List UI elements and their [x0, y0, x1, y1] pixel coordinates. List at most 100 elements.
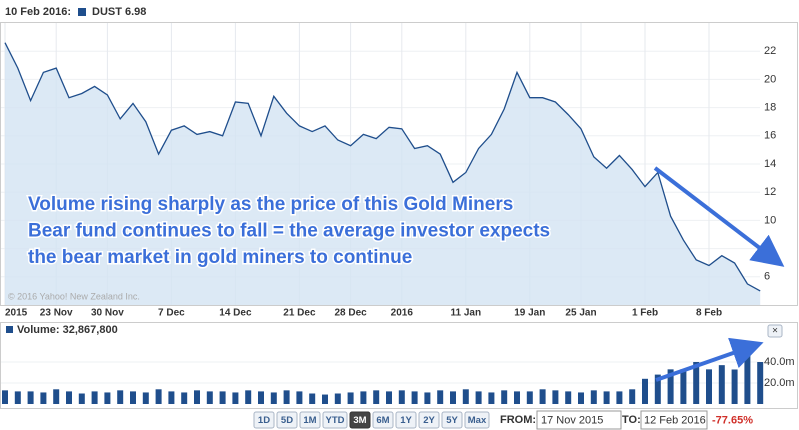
volume-bar	[565, 391, 572, 404]
y-tick-label: 16	[764, 130, 776, 142]
volume-swatch	[6, 326, 13, 333]
x-tick-label: 8 Feb	[696, 308, 722, 319]
range-label[interactable]: 5Y	[446, 415, 458, 426]
range-label[interactable]: Max	[468, 415, 487, 426]
volume-bar	[360, 391, 367, 404]
volume-bar	[194, 390, 200, 404]
volume-bar	[706, 369, 712, 404]
volume-bar	[629, 389, 636, 404]
range-button[interactable]	[253, 411, 275, 429]
y-tick-label: 20.0m	[764, 377, 795, 389]
to-input[interactable]	[640, 410, 708, 430]
range-button[interactable]	[395, 411, 417, 429]
annotation: Volume rising sharply as the price of th…	[28, 194, 513, 215]
volume-bar	[283, 390, 290, 404]
arrow	[653, 166, 785, 267]
x-tick-label: 14 Dec	[219, 308, 252, 319]
from-label: FROM:	[500, 414, 536, 426]
legend-entry: DUST 6.98	[92, 6, 146, 18]
from-input[interactable]	[536, 410, 622, 430]
volume-bar	[693, 362, 700, 404]
marks	[2, 42, 764, 404]
volume-bar	[731, 369, 738, 404]
volume-bar	[654, 374, 661, 404]
to-value[interactable]: 12 Feb 2016	[644, 414, 706, 426]
volume-bar	[309, 393, 316, 404]
range-button[interactable]	[464, 411, 490, 429]
volume-bar	[206, 391, 213, 404]
x-tick-label: 1 Feb	[632, 308, 658, 319]
range-button[interactable]	[441, 411, 463, 429]
range-button[interactable]	[299, 411, 321, 429]
x-tick-label: 28 Dec	[334, 308, 367, 319]
volume-bar	[91, 391, 98, 404]
volume-bar	[104, 392, 111, 404]
controls: 1D 5D 1M YTD 3M 6M 1Y 2Y 5Y Max FROM: 17 Nov 2015 TO…	[253, 410, 753, 430]
range-button[interactable]	[322, 411, 348, 429]
volume-bar	[14, 391, 21, 404]
range-button[interactable]	[276, 411, 298, 429]
annotations: Volume rising sharply as the price of th…	[27, 193, 552, 270]
x-tick-label: 7 Dec	[158, 308, 185, 319]
volume-bar	[718, 365, 725, 404]
range-button[interactable]	[418, 411, 440, 429]
volume-bar	[424, 392, 431, 404]
y-tick-label: 12	[764, 186, 776, 198]
x-tick-label: 21 Dec	[283, 308, 316, 319]
range-label[interactable]: 2Y	[423, 415, 435, 426]
range-label[interactable]: 5D	[281, 415, 293, 426]
y-tick-label: 10	[764, 214, 776, 226]
volume-bar	[616, 391, 623, 404]
range-button[interactable]	[372, 411, 394, 429]
volume-bar	[680, 369, 687, 404]
volume-bar	[590, 390, 597, 404]
x-tick-label: 11 Jan	[451, 308, 482, 319]
volume-bar	[117, 390, 124, 404]
volume-bar	[744, 343, 751, 404]
volume-bar	[757, 362, 764, 404]
range-button[interactable]	[349, 411, 371, 429]
to-label: TO:	[622, 414, 641, 426]
y-tick-label: 20	[764, 73, 776, 85]
volume-title: Volume: 32,867,800	[17, 324, 118, 336]
volume-bar	[168, 391, 175, 404]
range-label[interactable]: 3M	[353, 415, 366, 426]
close-button[interactable]	[767, 324, 783, 338]
volume-bar	[539, 389, 546, 404]
price-area	[5, 42, 761, 305]
volume-bar	[552, 390, 559, 404]
volume-bar	[130, 391, 136, 404]
range-label[interactable]: 1Y	[400, 415, 412, 426]
from-value[interactable]: 17 Nov 2015	[541, 414, 603, 426]
x-tick-label: 25 Jan	[565, 308, 596, 319]
volume-bar	[450, 391, 456, 404]
volume-bar	[475, 391, 482, 404]
close-icon[interactable]: ×	[772, 326, 778, 337]
volume-bar	[437, 390, 444, 404]
volume-bar	[219, 391, 226, 404]
range-label[interactable]: 1M	[303, 415, 316, 426]
volume-bar	[411, 391, 418, 404]
volume-bar	[334, 393, 341, 404]
volume-bar	[386, 391, 392, 404]
volume-bar	[155, 389, 162, 404]
annotation: Bear fund continues to fall = the averag…	[28, 221, 550, 242]
volume-bar	[462, 389, 469, 404]
volume-bar	[347, 392, 354, 404]
legend-swatch	[78, 8, 86, 16]
volume-bar	[501, 390, 508, 404]
volume-bar	[258, 391, 264, 404]
range-label[interactable]: YTD	[326, 415, 345, 426]
annotation: the bear market in gold miners to contin…	[28, 247, 412, 268]
range-label[interactable]: 1D	[258, 415, 270, 426]
volume-bar	[40, 392, 47, 404]
volume-bar	[514, 391, 520, 404]
x-tick-label: 30 Nov	[91, 308, 124, 319]
y-tick-label: 40.0m	[764, 356, 795, 368]
volume-frame	[0, 322, 798, 409]
range-label[interactable]: 6M	[376, 415, 389, 426]
volume-bar	[27, 391, 34, 404]
price-frame	[0, 22, 798, 306]
volume-bar	[142, 392, 149, 404]
